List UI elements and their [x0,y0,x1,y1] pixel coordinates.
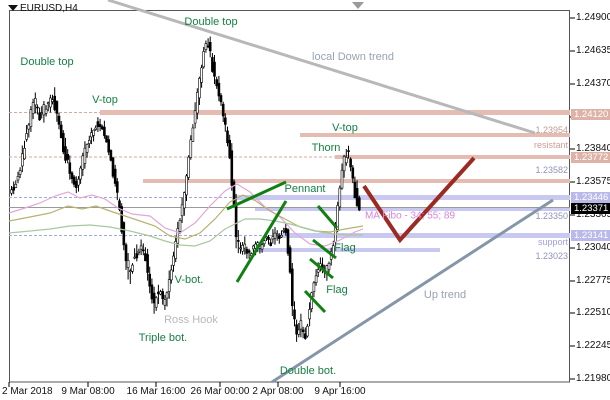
date-tick: 2 Apr 08:00 [252,386,304,397]
level-band-1.23446[interactable] [235,195,570,200]
level-band-1.23141[interactable] [280,233,570,238]
level-label-1-23954: 1.23954 [535,125,568,135]
level-band-1.23350[interactable] [255,207,570,211]
price-badge-1.23371: 1.23371 [571,202,610,214]
flag-line-3[interactable] [309,257,334,280]
price-badge-1.23446: 1.23446 [571,191,610,203]
pattern-label-double-bot-[interactable]: Double bot. [279,365,337,377]
date-tick: 2 Mar 2018 [2,386,53,397]
moving-averages [8,183,364,247]
projection-arrow[interactable] [362,156,476,244]
pattern-label-flag[interactable]: Flag [334,242,356,254]
date-tick: 9 Mar 08:00 [61,386,115,397]
symbol-timeframe-label: EURUSD,H4 [20,3,78,14]
price-tick-1.24370: 1.24370 [576,78,610,89]
price-tick-1.23040: 1.23040 [576,242,610,253]
pattern-label-flag[interactable]: Flag [326,284,348,296]
flag-line-1[interactable] [316,205,339,229]
down-trendline[interactable] [107,0,536,135]
level-label-support: support [537,237,568,247]
pattern-label-triple-bot-[interactable]: Triple bot. [138,332,188,344]
level-label-resistant: resistant [533,140,568,150]
price-tick-1.24635: 1.24635 [576,45,610,56]
up-trendline[interactable] [271,198,554,384]
date-tick: 9 Apr 16:00 [314,386,366,397]
price-badge-1.23141: 1.23141 [571,229,610,241]
symbol-dropdown-icon [8,5,18,11]
date-tick: 16 Mar 16:00 [126,386,186,397]
level-label-1-23350: 1.23350 [535,211,568,221]
level-band-1.23772[interactable] [335,155,570,159]
pennant-line-2[interactable] [235,200,288,283]
level-band-1.23023[interactable] [255,248,440,252]
price-tick-1.22510: 1.22510 [576,307,610,318]
price-tick-1.24900: 1.24900 [576,12,610,23]
price-tick-1.23305: 1.23305 [576,209,610,220]
pattern-label-double-top[interactable]: Double top [184,16,238,28]
flag-line-4[interactable] [303,289,327,314]
pattern-lines[interactable] [226,180,339,314]
level-label-1-23582: 1.23582 [535,165,568,175]
trend-label-up-trend[interactable]: Up trend [423,289,467,301]
price-badge-1.23772: 1.23772 [571,151,610,163]
pennant-line-1[interactable] [226,180,287,211]
price-tick-1.23575: 1.23575 [576,176,610,187]
level-label-1-23023: 1.23023 [535,251,568,261]
flag-line-2[interactable] [312,238,337,260]
price-badge-1.24120: 1.24120 [571,108,610,120]
pattern-label-v-top[interactable]: V-top [92,94,118,106]
ma-line-MA-89 [8,218,363,247]
price-tick-1.22245: 1.22245 [576,340,610,351]
price-tick-1.23840: 1.23840 [576,143,610,154]
pattern-label-v-top[interactable]: V-top [332,122,358,134]
ma-line-MA-34 [8,183,364,247]
price-bands[interactable] [9,110,570,252]
level-band-1.24120[interactable] [100,110,570,115]
shift-marker-icon [352,2,364,9]
axis-ticks [8,17,575,387]
date-tick: 26 Mar 00:00 [190,386,250,397]
level-band-1.23954[interactable] [300,133,570,137]
candlestick-series [10,36,361,342]
trend-label-local-down-trend[interactable]: local Down trend [312,51,394,63]
pattern-label-double-top[interactable]: Double top [20,56,74,68]
level-band-1.23582[interactable] [143,179,570,183]
pattern-label-thorn[interactable]: Thorn [311,142,341,154]
price-tick-1.21980: 1.21980 [576,373,610,384]
pattern-label-pennant[interactable]: Pennant [284,183,326,195]
pattern-label-v-bot-[interactable]: V-bot. [174,274,204,286]
ma-indicator-label: MA Fibo - 34; 55; 89 [364,210,456,222]
trend-label-ross-hook[interactable]: Ross Hook [164,314,218,326]
price-tick-1.22775: 1.22775 [576,275,610,286]
